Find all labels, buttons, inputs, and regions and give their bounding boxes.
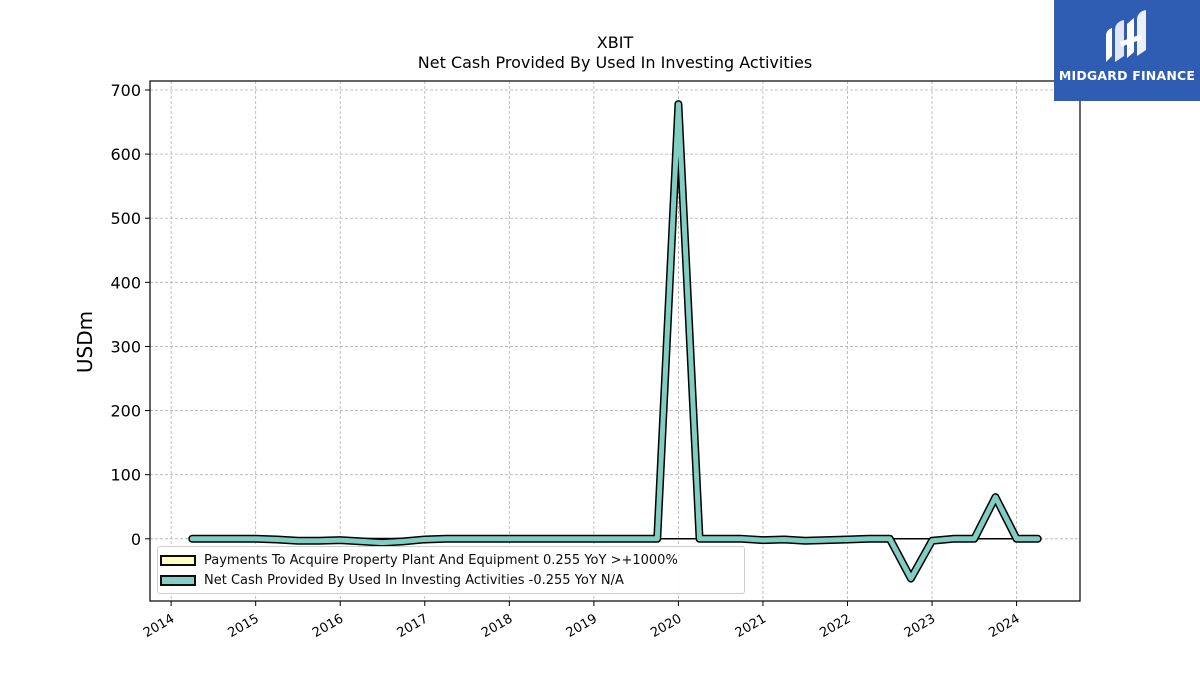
midgard-logo-icon	[1106, 10, 1146, 62]
chart-title: XBIT	[596, 33, 634, 52]
x-tick-label: 2023	[902, 611, 938, 641]
y-tick-label: 700	[110, 81, 141, 100]
x-tick-label: 2018	[479, 611, 515, 641]
line-net-cash-outline	[188, 100, 1042, 583]
x-tick-label: 2022	[817, 611, 853, 641]
x-tick-label: 2016	[310, 611, 346, 641]
y-tick-label: 500	[110, 209, 141, 228]
y-tick-label: 0	[131, 530, 141, 549]
midgard-logo: MIDGARD FINANCE	[1054, 0, 1200, 101]
x-tick-label: 2019	[564, 611, 600, 641]
plot-frame	[149, 80, 1081, 602]
y-axis-label: USDm	[73, 311, 97, 373]
chart-legend: Payments To Acquire Property Plant And E…	[157, 546, 745, 594]
y-tick-label: 600	[110, 145, 141, 164]
legend-label-ppe: Payments To Acquire Property Plant And E…	[204, 552, 678, 568]
series	[188, 100, 1042, 583]
legend-swatch-ppe	[160, 554, 196, 566]
y-tick-label: 300	[110, 337, 141, 356]
y-tick-label: 200	[110, 402, 141, 421]
legend-swatch-net-cash	[160, 574, 196, 586]
legend-label-net-cash: Net Cash Provided By Used In Investing A…	[204, 572, 624, 588]
logo-text: MIDGARD FINANCE	[1058, 68, 1196, 83]
x-tick-label: 2020	[648, 611, 684, 641]
legend-item-net-cash: Net Cash Provided By Used In Investing A…	[158, 570, 624, 590]
y-tick-label: 100	[110, 466, 141, 485]
x-tick-label: 2024	[986, 611, 1022, 641]
legend-item-ppe: Payments To Acquire Property Plant And E…	[158, 550, 678, 570]
x-tick-label: 2015	[226, 611, 262, 641]
grid	[150, 81, 1080, 601]
x-tick-label: 2014	[141, 611, 177, 641]
chart-subtitle: Net Cash Provided By Used In Investing A…	[417, 53, 813, 72]
x-tick-label: 2017	[395, 611, 431, 641]
x-tick-label: 2021	[733, 611, 769, 641]
y-tick-label: 400	[110, 273, 141, 292]
line-net-cash	[189, 101, 1041, 582]
